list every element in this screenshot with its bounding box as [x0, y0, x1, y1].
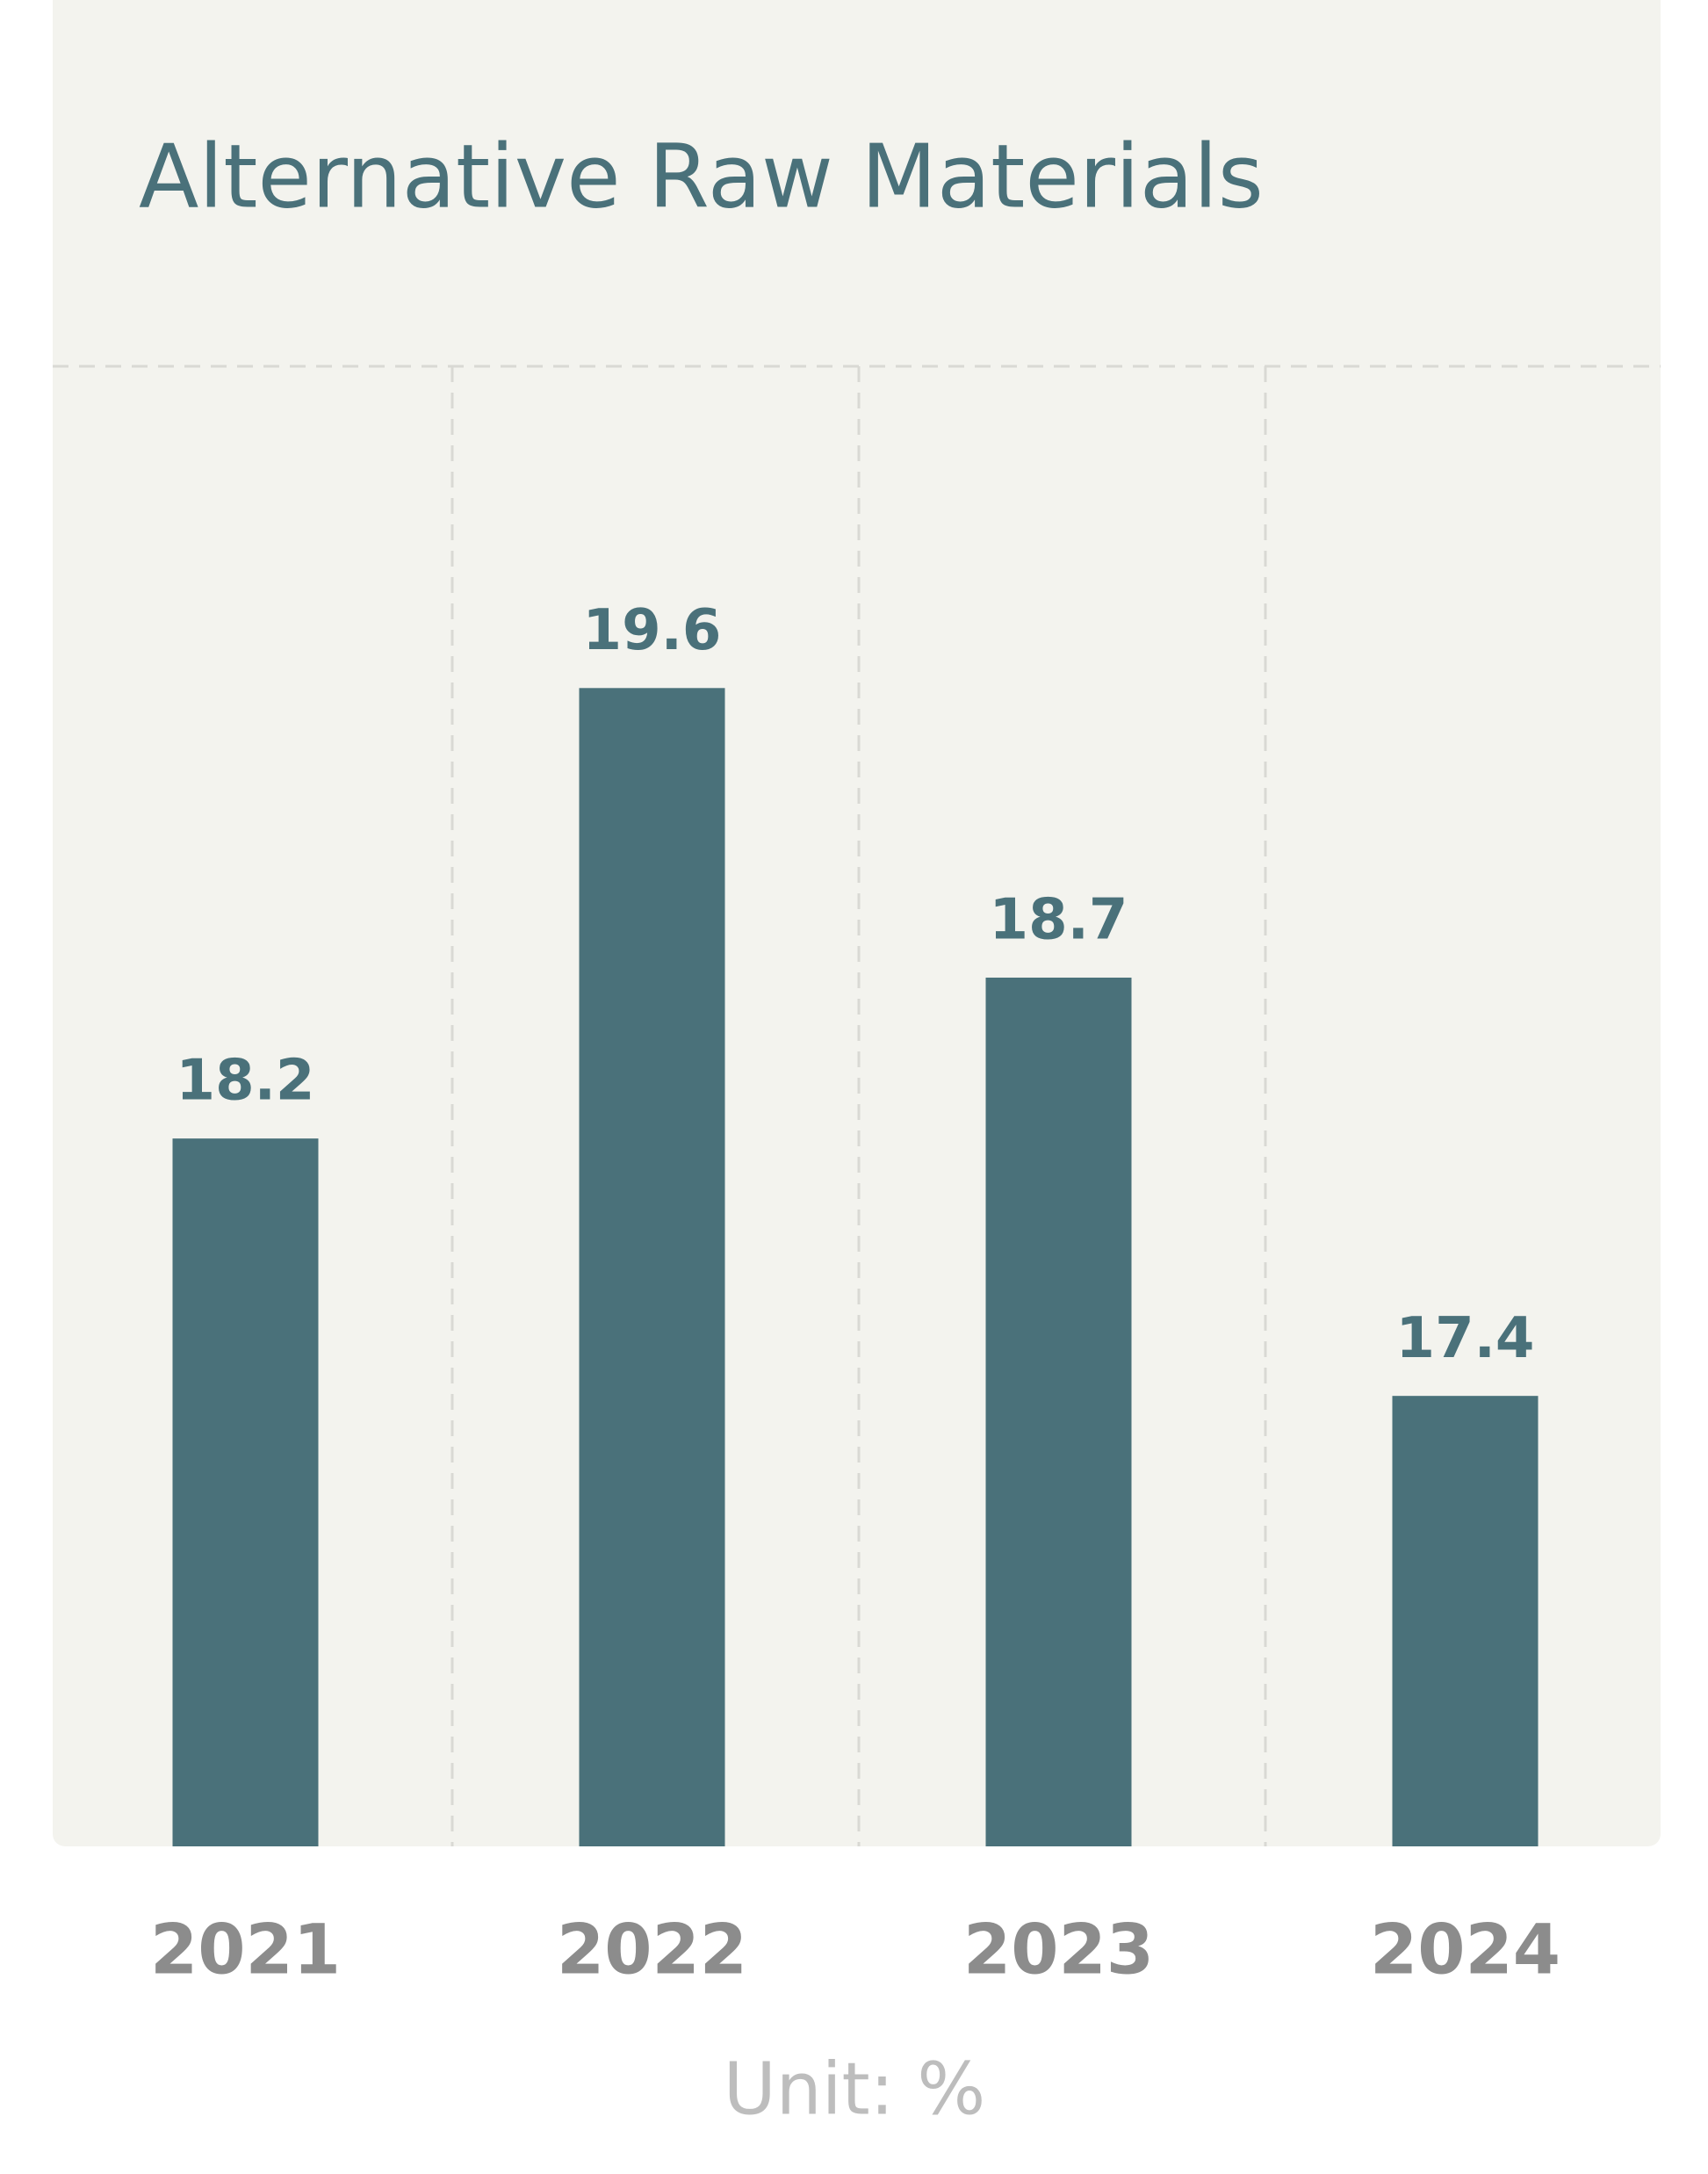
- x-tick-label: 2021: [150, 1910, 341, 1990]
- x-tick-label: 2023: [963, 1910, 1154, 1990]
- bar: [1392, 1396, 1539, 1846]
- x-tick-label: 2022: [557, 1910, 747, 1990]
- card: [53, 0, 1661, 1846]
- x-tick-label: 2024: [1370, 1910, 1560, 1990]
- value-label: 17.4: [1396, 1306, 1535, 1371]
- value-label: 18.2: [177, 1049, 315, 1114]
- value-label: 18.7: [990, 888, 1128, 953]
- bar: [985, 977, 1132, 1846]
- bar: [172, 1138, 319, 1846]
- value-label: 19.6: [583, 598, 722, 663]
- chart-title: Alternative Raw Materials: [139, 125, 1264, 228]
- bar: [579, 688, 725, 1846]
- unit-label: Unit: %: [724, 2048, 986, 2131]
